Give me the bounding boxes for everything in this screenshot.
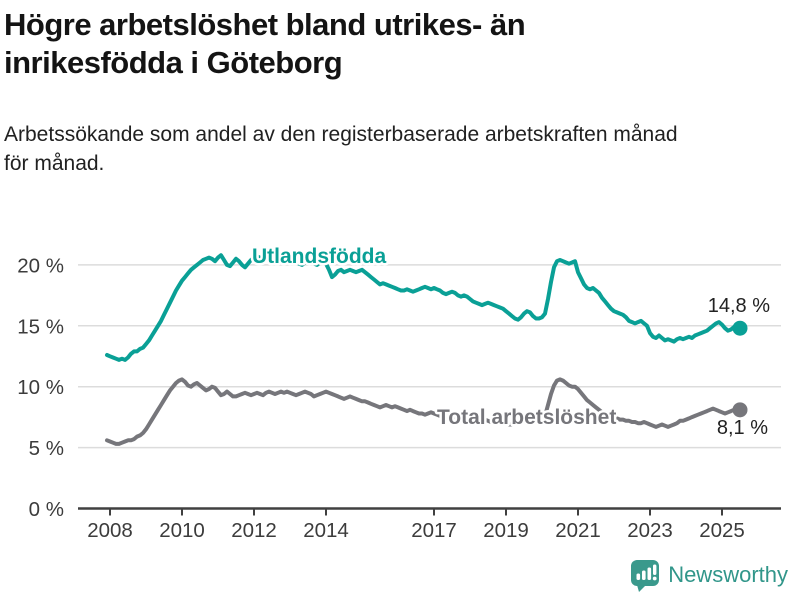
brand-name: Newsworthy: [668, 561, 788, 587]
y-tick-label: 15 %: [17, 315, 64, 338]
series-end-label-0: 14,8 %: [708, 295, 770, 317]
page-title-line-2: inrikesfödda i Göteborg: [4, 45, 343, 80]
x-tick-label: 2010: [159, 519, 205, 542]
series-name-label-1: Total arbetslöshet: [437, 406, 616, 429]
page-subtitle: Arbetssökande som andel av den registerb…: [4, 120, 784, 178]
x-tick-label: 2008: [87, 519, 133, 542]
x-tick-label: 2025: [699, 519, 745, 542]
x-tick-label: 2023: [627, 519, 673, 542]
x-tick-label: 2019: [483, 519, 529, 542]
y-tick-label: 0 %: [29, 498, 64, 521]
series-name-label-0: Utlandsfödda: [252, 245, 386, 268]
x-tick-label: 2017: [411, 519, 457, 542]
x-tick-label: 2021: [555, 519, 601, 542]
series-end-dot-0: [732, 320, 748, 336]
series-line-1: [105, 377, 742, 446]
page-title-line-1: Högre arbetslöshet bland utrikes- än: [4, 7, 526, 42]
newsworthy-logo-icon: [631, 560, 660, 592]
series-line-0: [105, 253, 742, 362]
page-title: Högre arbetslöshet bland utrikes- än inr…: [4, 6, 724, 82]
brand-footer[interactable]: Newsworthy: [629, 557, 788, 592]
page-subtitle-line-1: Arbetssökande som andel av den registerb…: [4, 123, 678, 146]
x-tick-label: 2014: [303, 519, 349, 542]
y-tick-label: 10 %: [17, 376, 64, 399]
series-end-label-1: 8,1 %: [717, 417, 768, 439]
y-tick-label: 20 %: [17, 254, 64, 277]
series-end-dot-1: [732, 402, 748, 418]
page-subtitle-line-2: för månad.: [4, 152, 105, 175]
y-tick-label: 5 %: [29, 437, 64, 460]
x-tick-label: 2012: [231, 519, 277, 542]
